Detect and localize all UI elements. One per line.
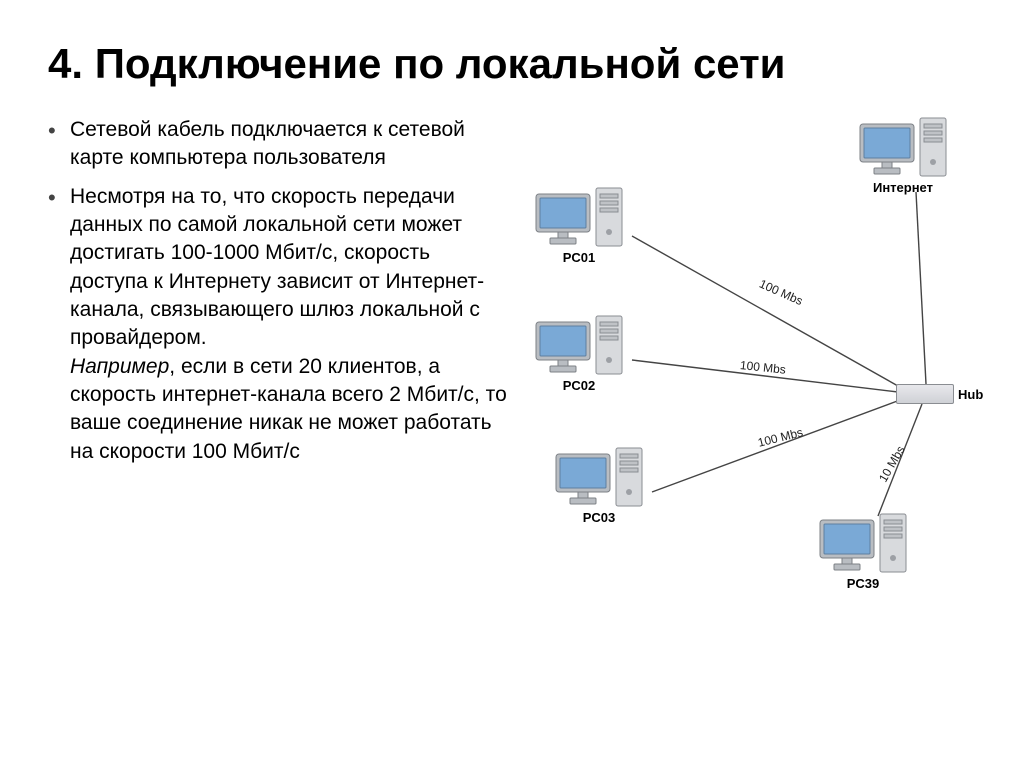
slide-title: 4. Подключение по локальной сети xyxy=(48,40,984,88)
tower-icon xyxy=(878,512,908,574)
slide: 4. Подключение по локальной сети Сетевой… xyxy=(0,0,1024,767)
node-label: PC39 xyxy=(847,576,880,591)
node-pc39: PC39 xyxy=(818,512,908,591)
bullet-1-text: Сетевой кабель подключается к сетевой ка… xyxy=(70,118,465,169)
bullet-1: Сетевой кабель подключается к сетевой ка… xyxy=(48,116,512,173)
node-pc02: PC02 xyxy=(534,314,624,393)
network-diagram: Интернет PC01 PC02 PC03 xyxy=(522,116,984,656)
monitor-icon xyxy=(534,192,592,248)
monitor-icon xyxy=(818,518,876,574)
text-column: Сетевой кабель подключается к сетевой ка… xyxy=(48,116,512,656)
monitor-icon xyxy=(858,122,916,178)
monitor-icon xyxy=(554,452,612,508)
bullet-list: Сетевой кабель подключается к сетевой ка… xyxy=(48,116,512,466)
node-label: Интернет xyxy=(873,180,933,195)
bullet-2-example-lead: Например xyxy=(70,355,169,378)
bullet-2-main: Несмотря на то, что скорость передачи да… xyxy=(70,185,484,350)
node-pc01: PC01 xyxy=(534,186,624,265)
node-label: PC02 xyxy=(563,378,596,393)
hub-node: Hub xyxy=(896,384,983,404)
hub-label: Hub xyxy=(958,387,983,402)
tower-icon xyxy=(594,186,624,248)
tower-icon xyxy=(594,314,624,376)
tower-icon xyxy=(614,446,644,508)
content-row: Сетевой кабель подключается к сетевой ка… xyxy=(48,116,984,656)
node-internet: Интернет xyxy=(858,116,948,195)
node-pc03: PC03 xyxy=(554,446,644,525)
tower-icon xyxy=(918,116,948,178)
bullet-2: Несмотря на то, что скорость передачи да… xyxy=(48,183,512,466)
hub-icon xyxy=(896,384,954,404)
monitor-icon xyxy=(534,320,592,376)
node-label: PC01 xyxy=(563,250,596,265)
node-label: PC03 xyxy=(583,510,616,525)
